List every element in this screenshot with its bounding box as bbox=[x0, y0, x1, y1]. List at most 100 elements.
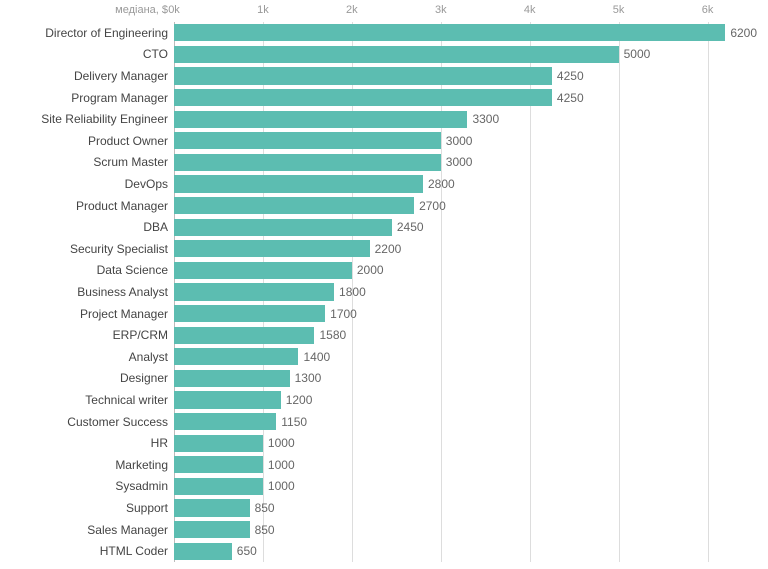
plot-area: 0k1k2k3k4k5k6kDirector of Engineering620… bbox=[174, 22, 752, 562]
bar-row: CTO5000 bbox=[174, 46, 752, 63]
value-label: 650 bbox=[232, 544, 257, 558]
value-label: 3000 bbox=[441, 155, 473, 169]
category-label: DBA bbox=[143, 220, 174, 234]
value-label: 1000 bbox=[263, 436, 295, 450]
value-label: 3000 bbox=[441, 134, 473, 148]
bar bbox=[174, 132, 441, 149]
category-label: Designer bbox=[120, 371, 174, 385]
bar-row: Sysadmin1000 bbox=[174, 478, 752, 495]
category-label: Project Manager bbox=[80, 307, 174, 321]
bar-row: Product Manager2700 bbox=[174, 197, 752, 214]
x-tick-label: 0k bbox=[168, 4, 180, 16]
bar-row: Analyst1400 bbox=[174, 348, 752, 365]
value-label: 3300 bbox=[467, 112, 499, 126]
category-label: CTO bbox=[143, 47, 174, 61]
x-tick-label: 4k bbox=[524, 4, 536, 16]
value-label: 6200 bbox=[725, 26, 757, 40]
value-label: 1000 bbox=[263, 479, 295, 493]
category-label: Marketing bbox=[115, 458, 174, 472]
bar bbox=[174, 46, 619, 63]
bar-row: Site Reliability Engineer3300 bbox=[174, 111, 752, 128]
category-label: Security Specialist bbox=[70, 242, 174, 256]
bar bbox=[174, 348, 298, 365]
bar-row: Technical writer1200 bbox=[174, 391, 752, 408]
bar bbox=[174, 197, 414, 214]
x-axis-title: медіана, $ bbox=[115, 4, 168, 16]
bar bbox=[174, 240, 370, 257]
bar bbox=[174, 435, 263, 452]
value-label: 1000 bbox=[263, 458, 295, 472]
bar-row: Director of Engineering6200 bbox=[174, 24, 752, 41]
category-label: DevOps bbox=[125, 177, 174, 191]
bar bbox=[174, 478, 263, 495]
bar-row: Program Manager4250 bbox=[174, 89, 752, 106]
bar bbox=[174, 67, 552, 84]
value-label: 850 bbox=[250, 501, 275, 515]
bar bbox=[174, 391, 281, 408]
category-label: Customer Success bbox=[67, 415, 174, 429]
value-label: 2000 bbox=[352, 263, 384, 277]
category-label: Analyst bbox=[129, 350, 174, 364]
bar-row: Marketing1000 bbox=[174, 456, 752, 473]
value-label: 1400 bbox=[298, 350, 330, 364]
category-label: Business Analyst bbox=[77, 285, 174, 299]
bar-row: ERP/CRM1580 bbox=[174, 327, 752, 344]
bar bbox=[174, 89, 552, 106]
x-tick-label: 1k bbox=[257, 4, 269, 16]
bar bbox=[174, 305, 325, 322]
bar-row: Business Analyst1800 bbox=[174, 283, 752, 300]
bar bbox=[174, 543, 232, 560]
value-label: 850 bbox=[250, 523, 275, 537]
bar-row: HTML Coder650 bbox=[174, 543, 752, 560]
bar-row: Product Owner3000 bbox=[174, 132, 752, 149]
bar-row: Support850 bbox=[174, 499, 752, 516]
bar bbox=[174, 499, 250, 516]
category-label: ERP/CRM bbox=[113, 328, 174, 342]
x-tick-label: 2k bbox=[346, 4, 358, 16]
value-label: 2450 bbox=[392, 220, 424, 234]
category-label: Product Manager bbox=[76, 199, 174, 213]
value-label: 1200 bbox=[281, 393, 313, 407]
bar bbox=[174, 175, 423, 192]
value-label: 2700 bbox=[414, 199, 446, 213]
bar bbox=[174, 24, 725, 41]
category-label: Support bbox=[126, 501, 174, 515]
bar-row: DevOps2800 bbox=[174, 175, 752, 192]
bar-row: Designer1300 bbox=[174, 370, 752, 387]
category-label: Director of Engineering bbox=[45, 26, 174, 40]
bar bbox=[174, 521, 250, 538]
bar bbox=[174, 456, 263, 473]
bar bbox=[174, 283, 334, 300]
value-label: 5000 bbox=[619, 47, 651, 61]
category-label: Sales Manager bbox=[87, 523, 174, 537]
bar bbox=[174, 370, 290, 387]
category-label: Program Manager bbox=[71, 91, 174, 105]
bar-row: DBA2450 bbox=[174, 219, 752, 236]
bar bbox=[174, 219, 392, 236]
value-label: 1580 bbox=[314, 328, 346, 342]
value-label: 2200 bbox=[370, 242, 402, 256]
bar-row: Project Manager1700 bbox=[174, 305, 752, 322]
bar-row: Customer Success1150 bbox=[174, 413, 752, 430]
value-label: 4250 bbox=[552, 69, 584, 83]
category-label: Delivery Manager bbox=[74, 69, 174, 83]
value-label: 1300 bbox=[290, 371, 322, 385]
category-label: Site Reliability Engineer bbox=[41, 112, 174, 126]
category-label: HR bbox=[151, 436, 174, 450]
bar bbox=[174, 154, 441, 171]
category-label: HTML Coder bbox=[100, 544, 174, 558]
category-label: Sysadmin bbox=[115, 479, 174, 493]
bar-row: Scrum Master3000 bbox=[174, 154, 752, 171]
bar bbox=[174, 262, 352, 279]
bar bbox=[174, 111, 467, 128]
x-tick-label: 3k bbox=[435, 4, 447, 16]
x-tick-label: 6k bbox=[702, 4, 714, 16]
bar bbox=[174, 413, 276, 430]
category-label: Data Science bbox=[97, 263, 174, 277]
category-label: Scrum Master bbox=[93, 155, 174, 169]
category-label: Product Owner bbox=[88, 134, 174, 148]
bar-row: Data Science2000 bbox=[174, 262, 752, 279]
value-label: 1700 bbox=[325, 307, 357, 321]
bar-row: Delivery Manager4250 bbox=[174, 67, 752, 84]
bar-row: Security Specialist2200 bbox=[174, 240, 752, 257]
